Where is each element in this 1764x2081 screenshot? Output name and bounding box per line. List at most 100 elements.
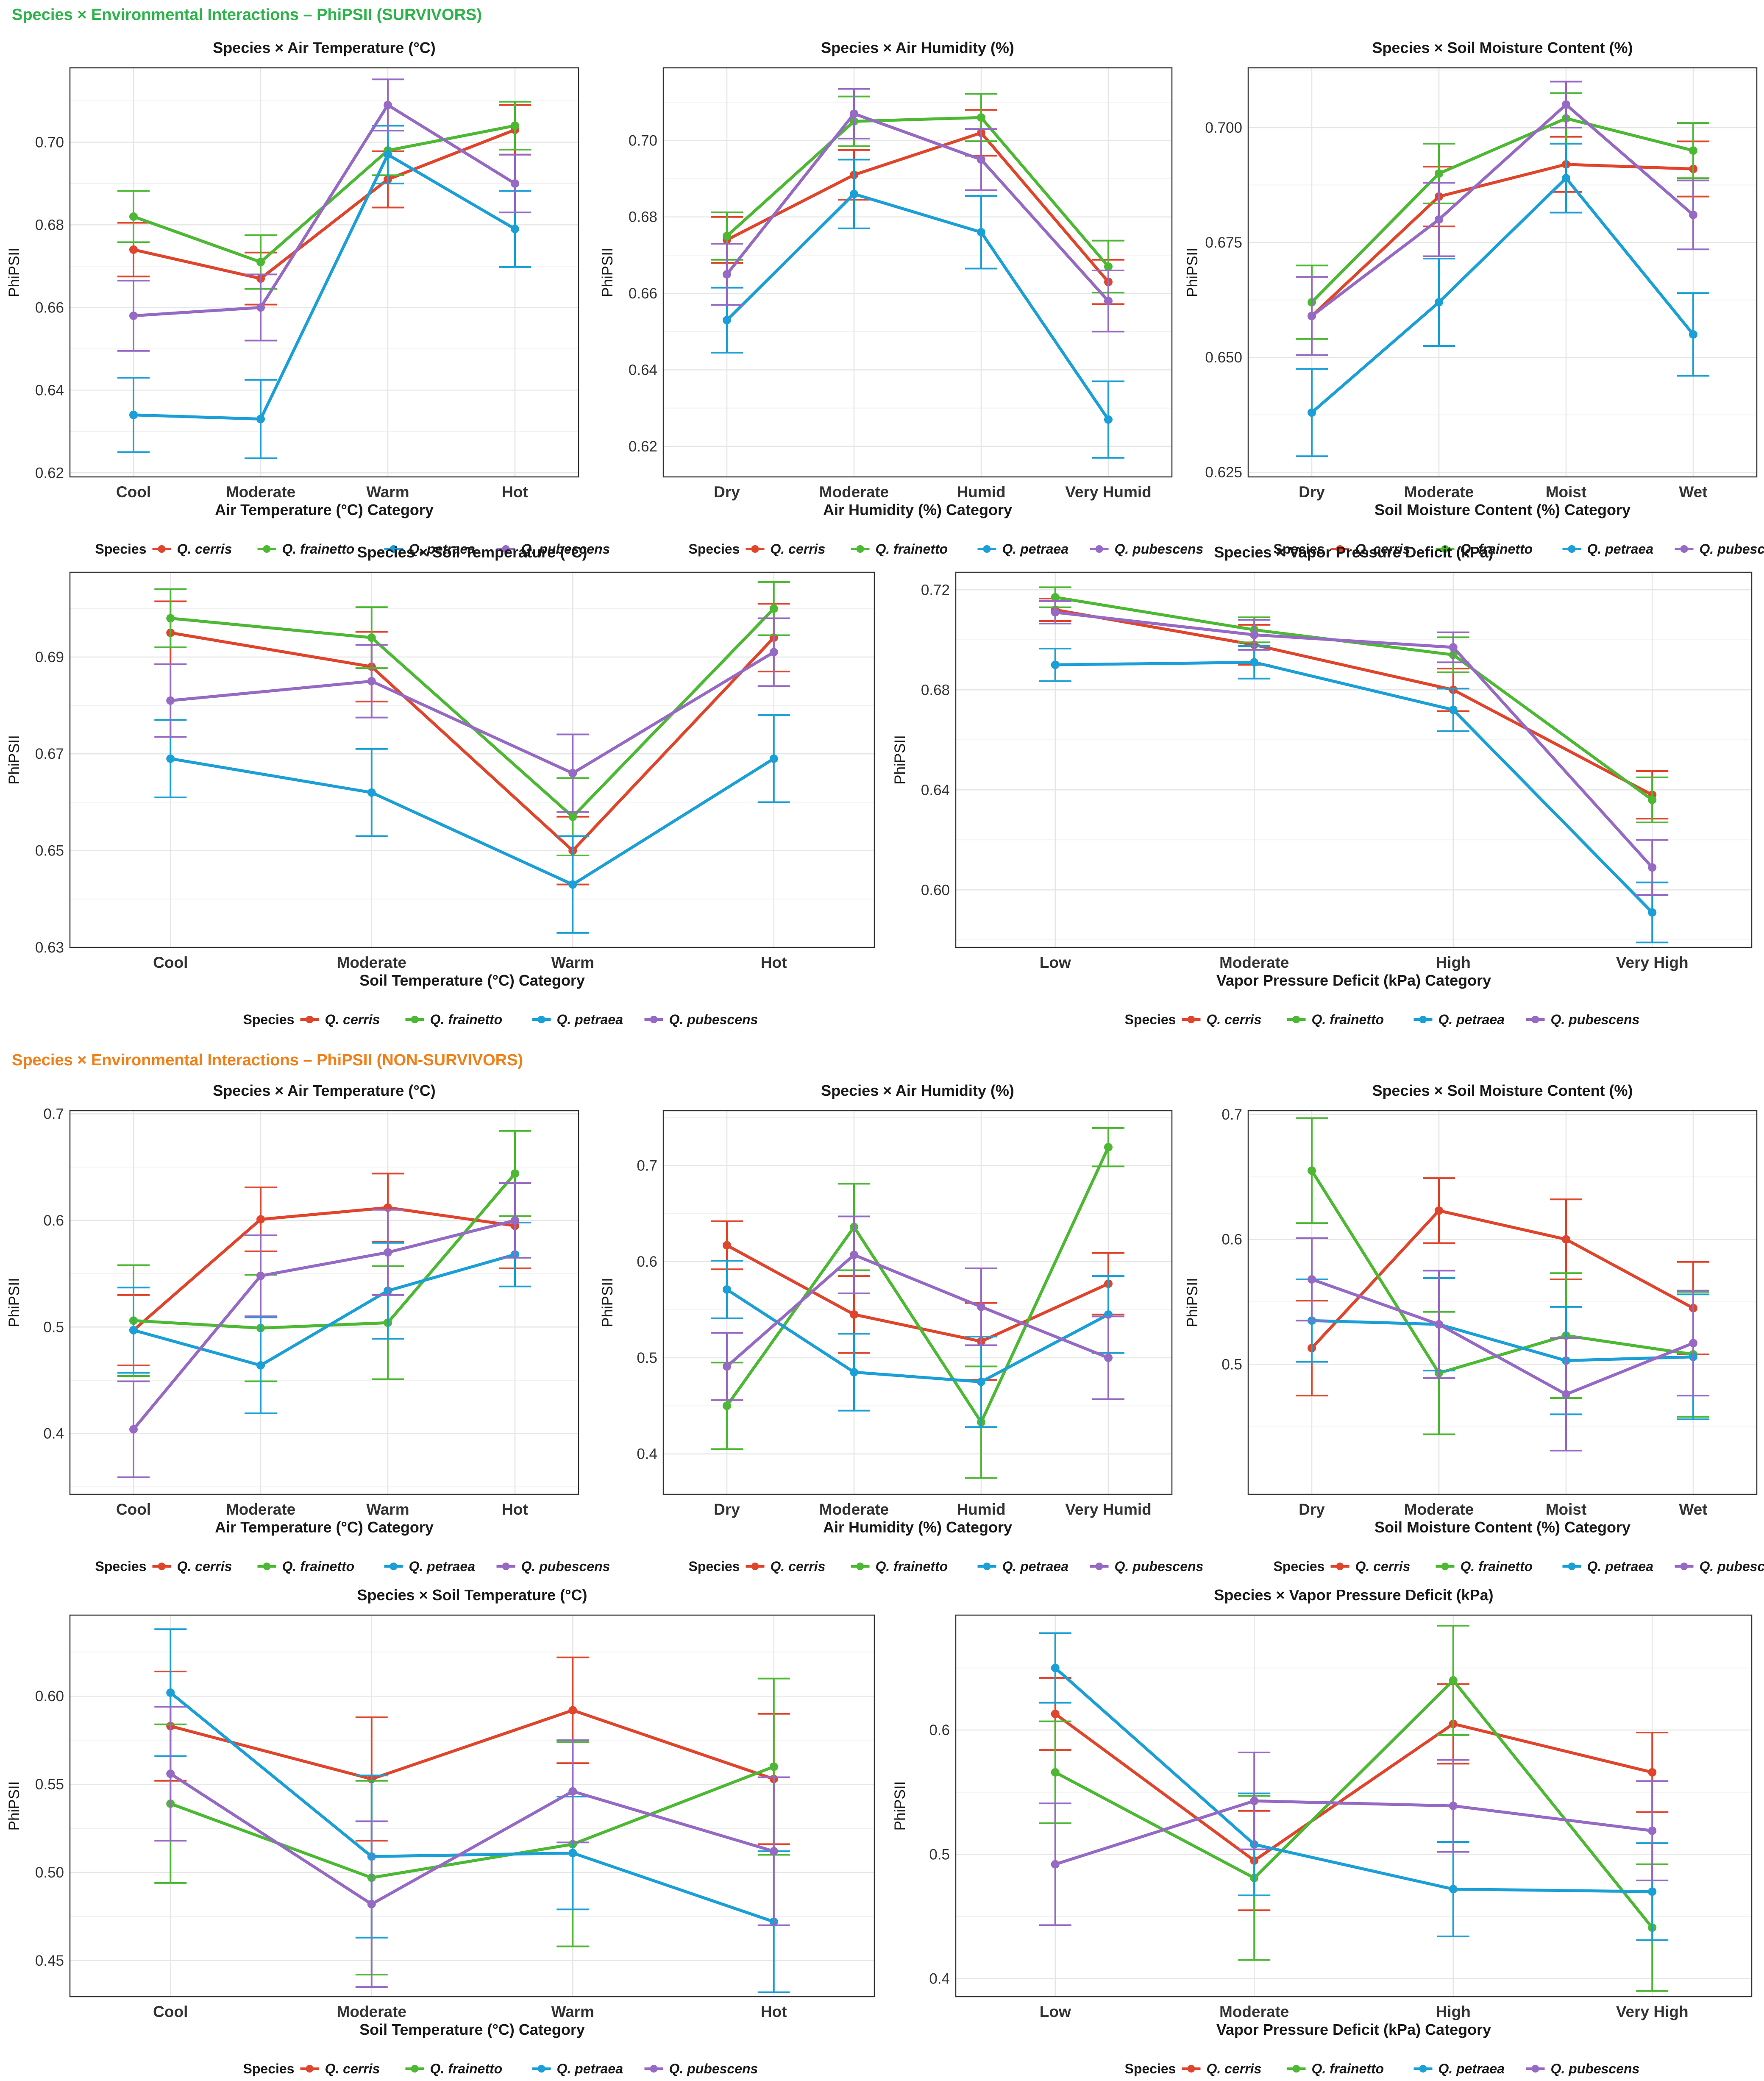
series-line <box>133 103 516 318</box>
legend-key-point <box>650 1016 658 1023</box>
series-line <box>1311 1319 1694 1362</box>
data-point <box>568 769 577 777</box>
y-tick-label: 0.68 <box>921 682 950 698</box>
legend-key-point <box>263 545 271 553</box>
legend-item-label: Q. pubescens <box>669 1012 758 1027</box>
data-point <box>384 100 392 109</box>
data-point <box>256 1215 265 1224</box>
x-tick-label: Moist <box>1546 483 1587 501</box>
panel-title: Species × Vapor Pressure Deficit (kPa) <box>1214 1586 1493 1604</box>
data-point <box>367 633 376 642</box>
plot-area <box>663 1111 1172 1494</box>
data-point <box>166 1769 175 1778</box>
plot-area <box>70 1111 579 1494</box>
legend-item-label: Q. frainetto <box>430 1012 503 1027</box>
series-line <box>726 1288 1109 1384</box>
series-line <box>726 192 1110 421</box>
legend-item-label: Q. frainetto <box>1461 541 1533 557</box>
legend-item-label: Q. cerris <box>177 1559 232 1574</box>
data-point <box>129 212 138 221</box>
legend-title: Species <box>689 1559 740 1574</box>
legend-key-point <box>856 545 864 553</box>
legend-key-point <box>502 1563 510 1570</box>
x-axis-label: Air Temperature (°C) Category <box>215 501 434 518</box>
legend-item-label: Q. cerris <box>325 2061 380 2076</box>
legend-title: Species <box>243 2061 295 2076</box>
y-tick-label: 0.72 <box>921 582 950 598</box>
y-tick-label: 0.50 <box>35 1864 64 1881</box>
x-tick-label: Warm <box>366 483 409 501</box>
data-point <box>256 303 265 312</box>
data-point <box>511 225 519 234</box>
legend: Species Q. cerris Q. frainetto Q. petraea Q.… <box>689 541 1204 557</box>
series-line <box>1310 163 1694 318</box>
series-line <box>1054 1666 1653 1893</box>
legend-key-point <box>263 1563 271 1570</box>
x-axis-label: Vapor Pressure Deficit (kPa) Category <box>1216 972 1491 989</box>
y-tick-label: 0.62 <box>35 465 64 481</box>
series-qpubescens <box>154 1706 790 1988</box>
series-qpubescens <box>711 88 1124 333</box>
legend-key-point <box>1680 1563 1688 1570</box>
x-axis-label: Soil Moisture Content (%) Category <box>1374 1518 1630 1536</box>
legend-item-label: Q. petraea <box>409 541 476 557</box>
panel-title: Species × Soil Temperature (°C) <box>357 543 587 561</box>
data-point <box>166 696 175 705</box>
y-tick-label: 0.60 <box>921 882 950 898</box>
data-point <box>850 189 858 198</box>
legend-key-point <box>390 1563 398 1570</box>
y-tick-label: 0.7 <box>1221 1106 1242 1123</box>
legend: Species Q. cerris Q. frainetto Q. petraea Q.… <box>95 1559 610 1574</box>
y-tick-label: 0.64 <box>629 362 657 378</box>
x-tick-label: Wet <box>1679 1501 1707 1518</box>
data-point <box>511 1216 519 1225</box>
data-point <box>1449 643 1458 652</box>
legend-item-label: Q. pubescens <box>1700 541 1764 557</box>
data-point <box>1449 1885 1458 1894</box>
chart-surv-vpd: Species × Vapor Pressure Deficit (kPa) 0.… <box>892 543 1753 1027</box>
plot-area <box>1248 68 1757 477</box>
x-tick-label: Cool <box>116 483 151 501</box>
legend-title: Species <box>95 1559 147 1574</box>
y-tick-label: 0.6 <box>43 1212 64 1229</box>
chart-nonsurv-air-temperature: Species × Air Temperature (°C) 0.4 0.5 0.6 0… <box>6 1082 610 1574</box>
y-tick-label: 0.60 <box>35 1688 64 1705</box>
series-qpubescens <box>711 1215 1124 1401</box>
legend-key-point <box>1680 545 1688 553</box>
plot-area <box>70 68 579 477</box>
y-tick-label: 0.66 <box>35 299 64 316</box>
legend-key-point <box>390 545 398 553</box>
series-line <box>132 1206 515 1332</box>
series-qpetraea <box>1296 142 1709 457</box>
data-point <box>1051 608 1060 617</box>
x-tick-label: Cool <box>153 954 188 971</box>
legend-key-point <box>1568 545 1576 553</box>
x-tick-label: High <box>1436 954 1471 971</box>
y-axis-label: PhiPSII <box>6 1781 22 1831</box>
x-tick-label: Cool <box>116 1501 151 1518</box>
legend: Species Q. cerris Q. frainetto Q. petraea Q.… <box>689 1559 1204 1574</box>
y-tick-label: 0.5 <box>929 1846 950 1863</box>
series-qcerris <box>1296 1177 1709 1397</box>
x-tick-label: Moderate <box>337 2003 406 2020</box>
panel-border <box>662 67 1173 478</box>
series-qpubescens <box>117 78 531 352</box>
x-tick-label: Humid <box>957 1501 1005 1518</box>
data-point <box>166 1688 175 1697</box>
legend-item-label: Q. pubescens <box>1115 1559 1204 1574</box>
x-tick-label: Warm <box>551 954 594 971</box>
legend-key-point <box>856 1563 864 1570</box>
data-point <box>256 1361 265 1370</box>
data-point <box>769 648 778 657</box>
y-tick-label: 0.675 <box>1205 234 1242 251</box>
series-line <box>726 1146 1110 1424</box>
panel-title: Species × Air Temperature (°C) <box>213 39 436 56</box>
legend-key-point <box>1419 2065 1427 2073</box>
data-point <box>1308 1275 1316 1284</box>
data-point <box>129 245 138 254</box>
series-line <box>170 1708 774 1781</box>
legend-item-label: Q. cerris <box>325 1012 380 1027</box>
data-point <box>1104 1353 1113 1362</box>
legend-item-label: Q. frainetto <box>282 1559 355 1574</box>
legend-item-label: Q. cerris <box>177 541 232 557</box>
